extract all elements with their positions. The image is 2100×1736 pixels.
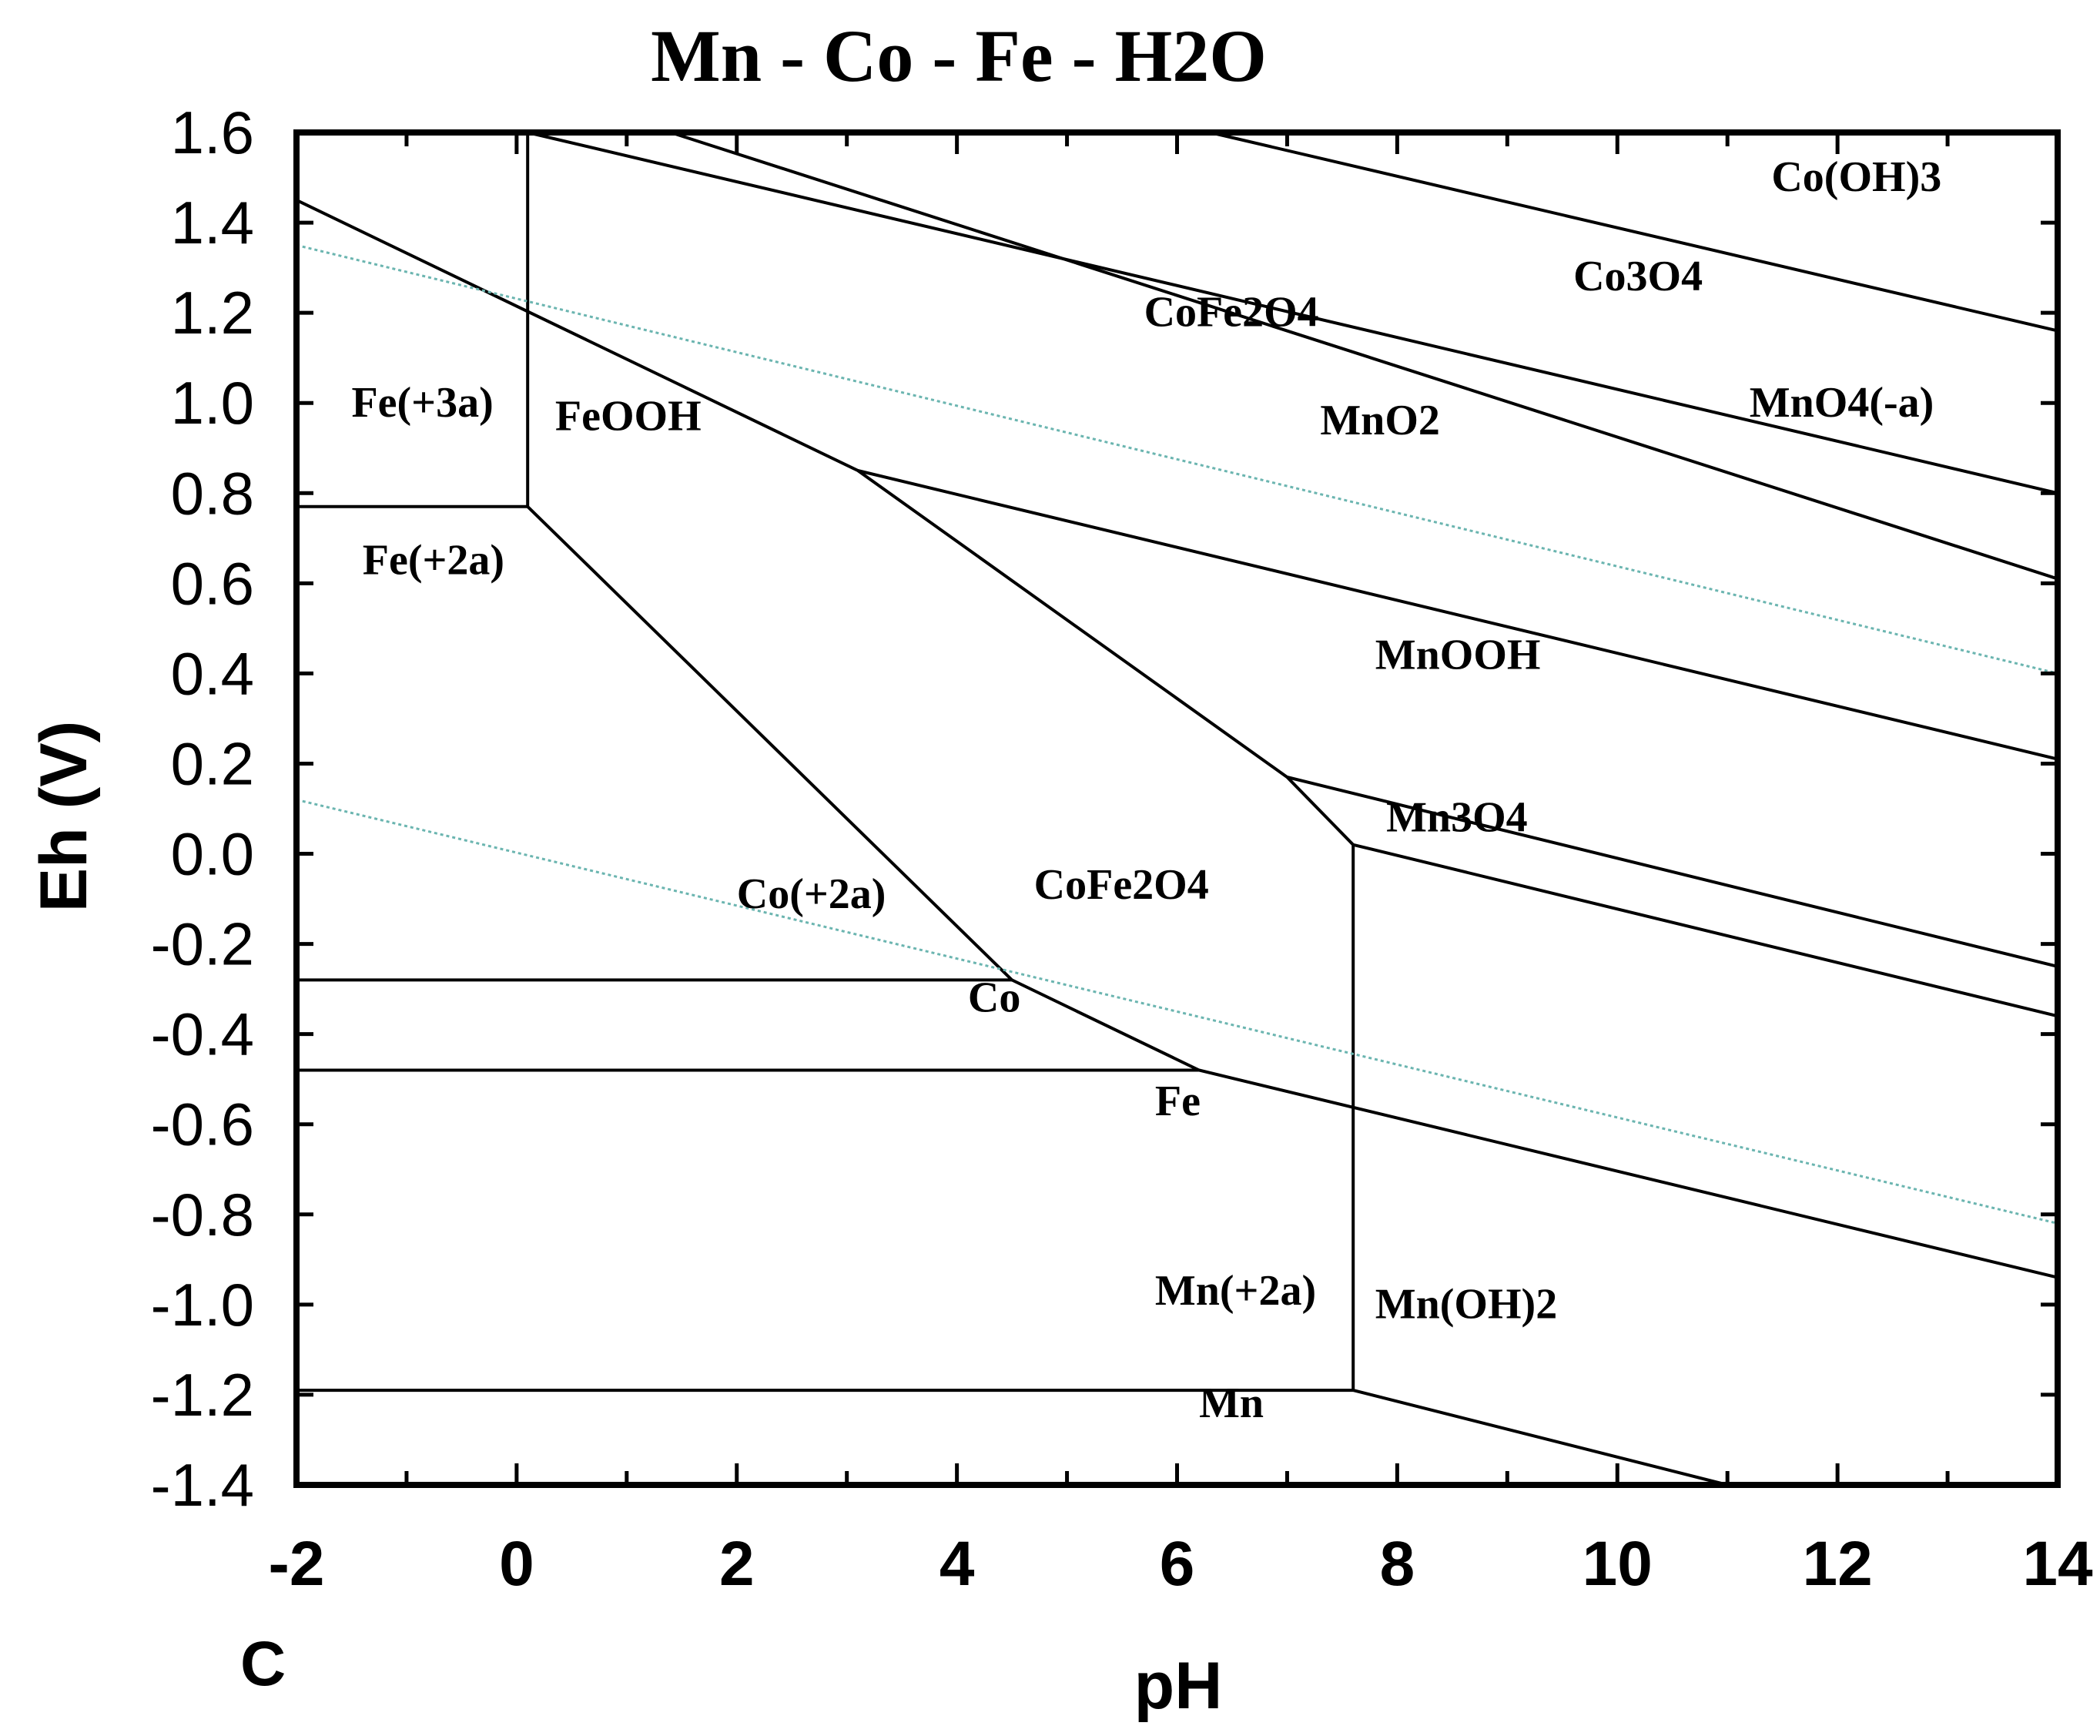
y-tick-label: 1.4 xyxy=(171,189,254,256)
y-tick-label: -0.6 xyxy=(151,1091,254,1158)
chart-title: Mn - Co - Fe - H2O xyxy=(651,15,1267,97)
y-tick-label: 1.2 xyxy=(171,279,254,347)
boundary-line-12 xyxy=(1209,131,2058,333)
y-tick-label: 1.0 xyxy=(171,369,254,437)
region-label: Fe(+3a) xyxy=(351,379,493,427)
y-tick-label: 0.6 xyxy=(171,549,254,617)
region-label: CoFe2O4 xyxy=(1034,861,1209,909)
boundary-line-7 xyxy=(857,469,2058,761)
region-label: MnO2 xyxy=(1320,397,1440,444)
region-label: Mn3O4 xyxy=(1386,793,1528,841)
boundary-line-1 xyxy=(296,198,1728,1486)
boundary-line-8 xyxy=(1286,776,2058,968)
region-label: Fe(+2a) xyxy=(363,537,504,585)
x-axis-label: pH xyxy=(1134,1649,1223,1723)
boundary-line-3 xyxy=(526,505,2058,1279)
y-tick-label: -1.2 xyxy=(151,1361,254,1429)
region-label: Fe xyxy=(1155,1077,1201,1125)
y-tick-label: -1.4 xyxy=(151,1451,254,1519)
y-tick-label: 0.0 xyxy=(171,820,254,888)
x-tick-label: -2 xyxy=(269,1529,325,1599)
water-line-1 xyxy=(296,243,2058,675)
x-tick-label: 6 xyxy=(1160,1529,1195,1599)
x-tick-label: 12 xyxy=(1803,1529,1873,1599)
region-label: MnOOH xyxy=(1375,632,1541,679)
x-tick-label: 2 xyxy=(719,1529,755,1599)
region-label: Mn(OH)2 xyxy=(1375,1280,1557,1328)
y-tick-label: -0.8 xyxy=(151,1181,254,1248)
y-tick-label: -0.4 xyxy=(151,1000,254,1068)
y-axis-label: Eh (V) xyxy=(27,721,101,912)
region-label: MnO4(-a) xyxy=(1750,379,1934,427)
region-label: FeOOH xyxy=(555,392,702,440)
plot-frame xyxy=(293,129,2061,1488)
y-tick-label: 0.2 xyxy=(171,729,254,797)
water-line-2 xyxy=(296,798,2058,1225)
x-tick-label: 14 xyxy=(2022,1529,2093,1599)
water-stability-lines xyxy=(296,243,2058,1225)
boundary-line-11 xyxy=(670,131,2058,581)
y-tick-label: -1.0 xyxy=(151,1271,254,1339)
x-tick-label: 10 xyxy=(1583,1529,1653,1599)
y-tick-label: -0.2 xyxy=(151,910,254,978)
region-label: Co(+2a) xyxy=(737,870,886,918)
phase-boundaries xyxy=(296,131,2058,1486)
x-tick-label: 4 xyxy=(939,1529,975,1599)
x-tick-label: 0 xyxy=(499,1529,534,1599)
panel-label: C xyxy=(240,1629,286,1699)
y-tick-label: 1.6 xyxy=(171,99,254,166)
y-tick-label: 0.8 xyxy=(171,459,254,527)
axis-ticks: -2 0 2 4 6 8 10 12 14 1.6 1.4 1.2 1.0 0.8 0.6 0.4 0.2 0.0… xyxy=(151,99,2093,1599)
boundary-line-2 xyxy=(296,132,530,508)
boundary-line-10 xyxy=(527,131,2058,495)
x-tick-label: 8 xyxy=(1380,1529,1415,1599)
region-label: Co(OH)3 xyxy=(1771,153,1941,201)
region-label: CoFe2O4 xyxy=(1144,289,1319,337)
y-tick-label: 0.4 xyxy=(171,639,254,707)
boundary-line-9 xyxy=(1352,843,2058,1018)
region-label: Mn xyxy=(1199,1379,1264,1427)
region-label: Co3O4 xyxy=(1573,253,1703,300)
region-labels: Fe(+3a) FeOOH Fe(+2a) CoFe2O4 Co3O4 Co(OH)3 Mn… xyxy=(351,153,1941,1427)
region-label: Mn(+2a) xyxy=(1155,1267,1316,1315)
region-label: Co xyxy=(968,974,1020,1021)
